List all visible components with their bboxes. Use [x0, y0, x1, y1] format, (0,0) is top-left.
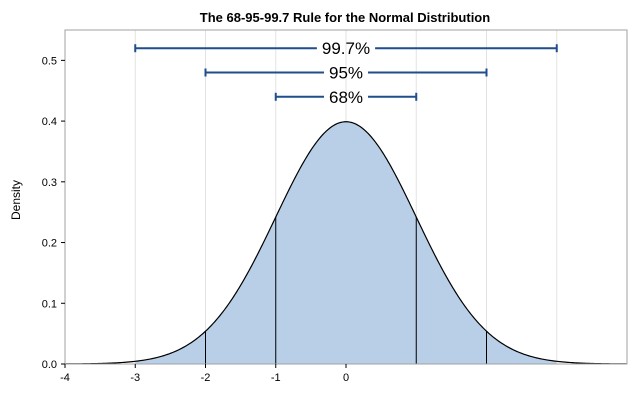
y-tick-label: 0.5 [42, 55, 57, 67]
x-tick-label: -4 [60, 372, 70, 384]
x-tick-label: -3 [130, 372, 140, 384]
y-tick-label: 0.3 [42, 177, 57, 189]
x-tick-label: -2 [201, 372, 211, 384]
interval-label: 68% [329, 88, 363, 107]
sd-lines [205, 217, 487, 364]
interval-label: 95% [329, 64, 363, 83]
interval-label: 99.7% [322, 39, 370, 58]
x-tick-label: -1 [271, 372, 281, 384]
x-tick-label: 0 [343, 372, 349, 384]
shaded-area [135, 121, 557, 364]
x-axis: -4 -3 -2 -1 0 [60, 364, 349, 384]
y-axis-label: Density [9, 180, 23, 220]
y-axis: 0.0 0.1 0.2 0.3 0.4 0.5 [42, 55, 65, 371]
interval-0: 99.7% [134, 39, 558, 58]
density-curve [64, 121, 628, 365]
y-tick-label: 0.1 [42, 298, 57, 310]
y-tick-label: 0.4 [42, 116, 57, 128]
chart-title: The 68-95-99.7 Rule for the Normal Distr… [200, 10, 490, 25]
interval-1: 95% [204, 64, 488, 83]
y-tick-label: 0.0 [42, 359, 57, 371]
y-tick-label: 0.2 [42, 238, 57, 250]
interval-bars: 99.7% 95% 68% [134, 39, 558, 107]
interval-2: 68% [274, 88, 418, 107]
